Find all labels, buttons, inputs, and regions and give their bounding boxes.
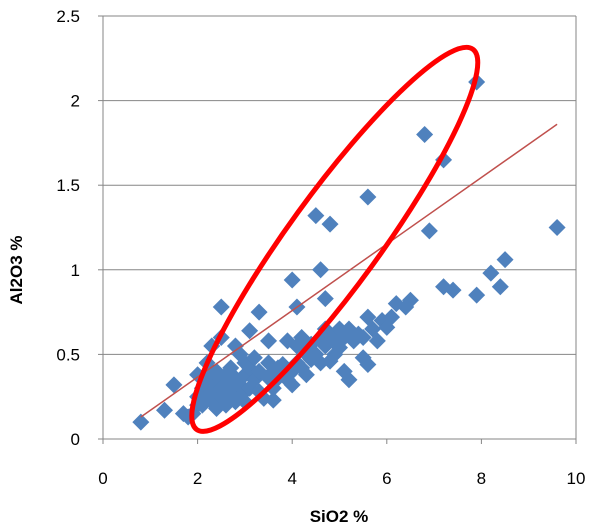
data-point [491, 278, 509, 296]
data-point [212, 298, 230, 316]
data-point [312, 261, 330, 279]
x-tick-label: 8 [477, 469, 486, 488]
x-tick-label: 2 [193, 469, 202, 488]
data-point [198, 388, 216, 406]
x-tick-label: 0 [98, 469, 107, 488]
data-point [226, 337, 244, 355]
data-point [482, 264, 500, 282]
data-point [548, 219, 566, 236]
tick-labels: 0 2 4 6 8 10 0 0.5 1 1.5 2 2.5 [56, 7, 585, 488]
data-point [321, 215, 339, 233]
data-point [359, 188, 377, 206]
y-tick-label: 2 [71, 92, 80, 111]
x-axis-title: SiO2 % [310, 507, 369, 526]
data-point [155, 401, 173, 419]
data-point [383, 308, 401, 326]
data-point [165, 376, 183, 394]
data-point [496, 251, 514, 269]
data-point [283, 271, 301, 289]
x-tick-label: 6 [382, 469, 391, 488]
y-tick-label: 1 [71, 261, 80, 280]
data-point [359, 356, 377, 374]
x-tick-label: 10 [567, 469, 586, 488]
data-point [368, 332, 386, 350]
data-point [444, 281, 462, 299]
data-point [307, 207, 325, 225]
data-point [354, 328, 372, 346]
data-point [401, 291, 419, 309]
data-point [245, 349, 263, 367]
axes [102, 16, 577, 440]
data-point [297, 366, 315, 384]
data-point [283, 376, 301, 394]
data-point [468, 286, 486, 304]
highlight-ellipse [189, 44, 481, 434]
data-point [260, 332, 278, 350]
data-point [420, 222, 438, 240]
y-tick-label: 2.5 [56, 7, 80, 26]
ellipse-annotation [189, 44, 481, 434]
trendline-line [140, 123, 558, 418]
grid-lines [103, 15, 576, 355]
data-point [217, 396, 235, 414]
data-point [340, 371, 358, 389]
data-point [416, 125, 434, 143]
y-tick-label: 0.5 [56, 345, 80, 364]
y-axis-title: Al2O3 % [7, 236, 26, 305]
data-point [132, 413, 150, 431]
y-tick-label: 1.5 [56, 176, 80, 195]
y-tick-label: 0 [71, 430, 80, 449]
data-point [241, 322, 259, 340]
data-point [264, 391, 282, 409]
data-point [250, 303, 268, 321]
x-tick-label: 4 [287, 469, 296, 488]
data-point [316, 290, 334, 308]
trendline [140, 123, 558, 418]
